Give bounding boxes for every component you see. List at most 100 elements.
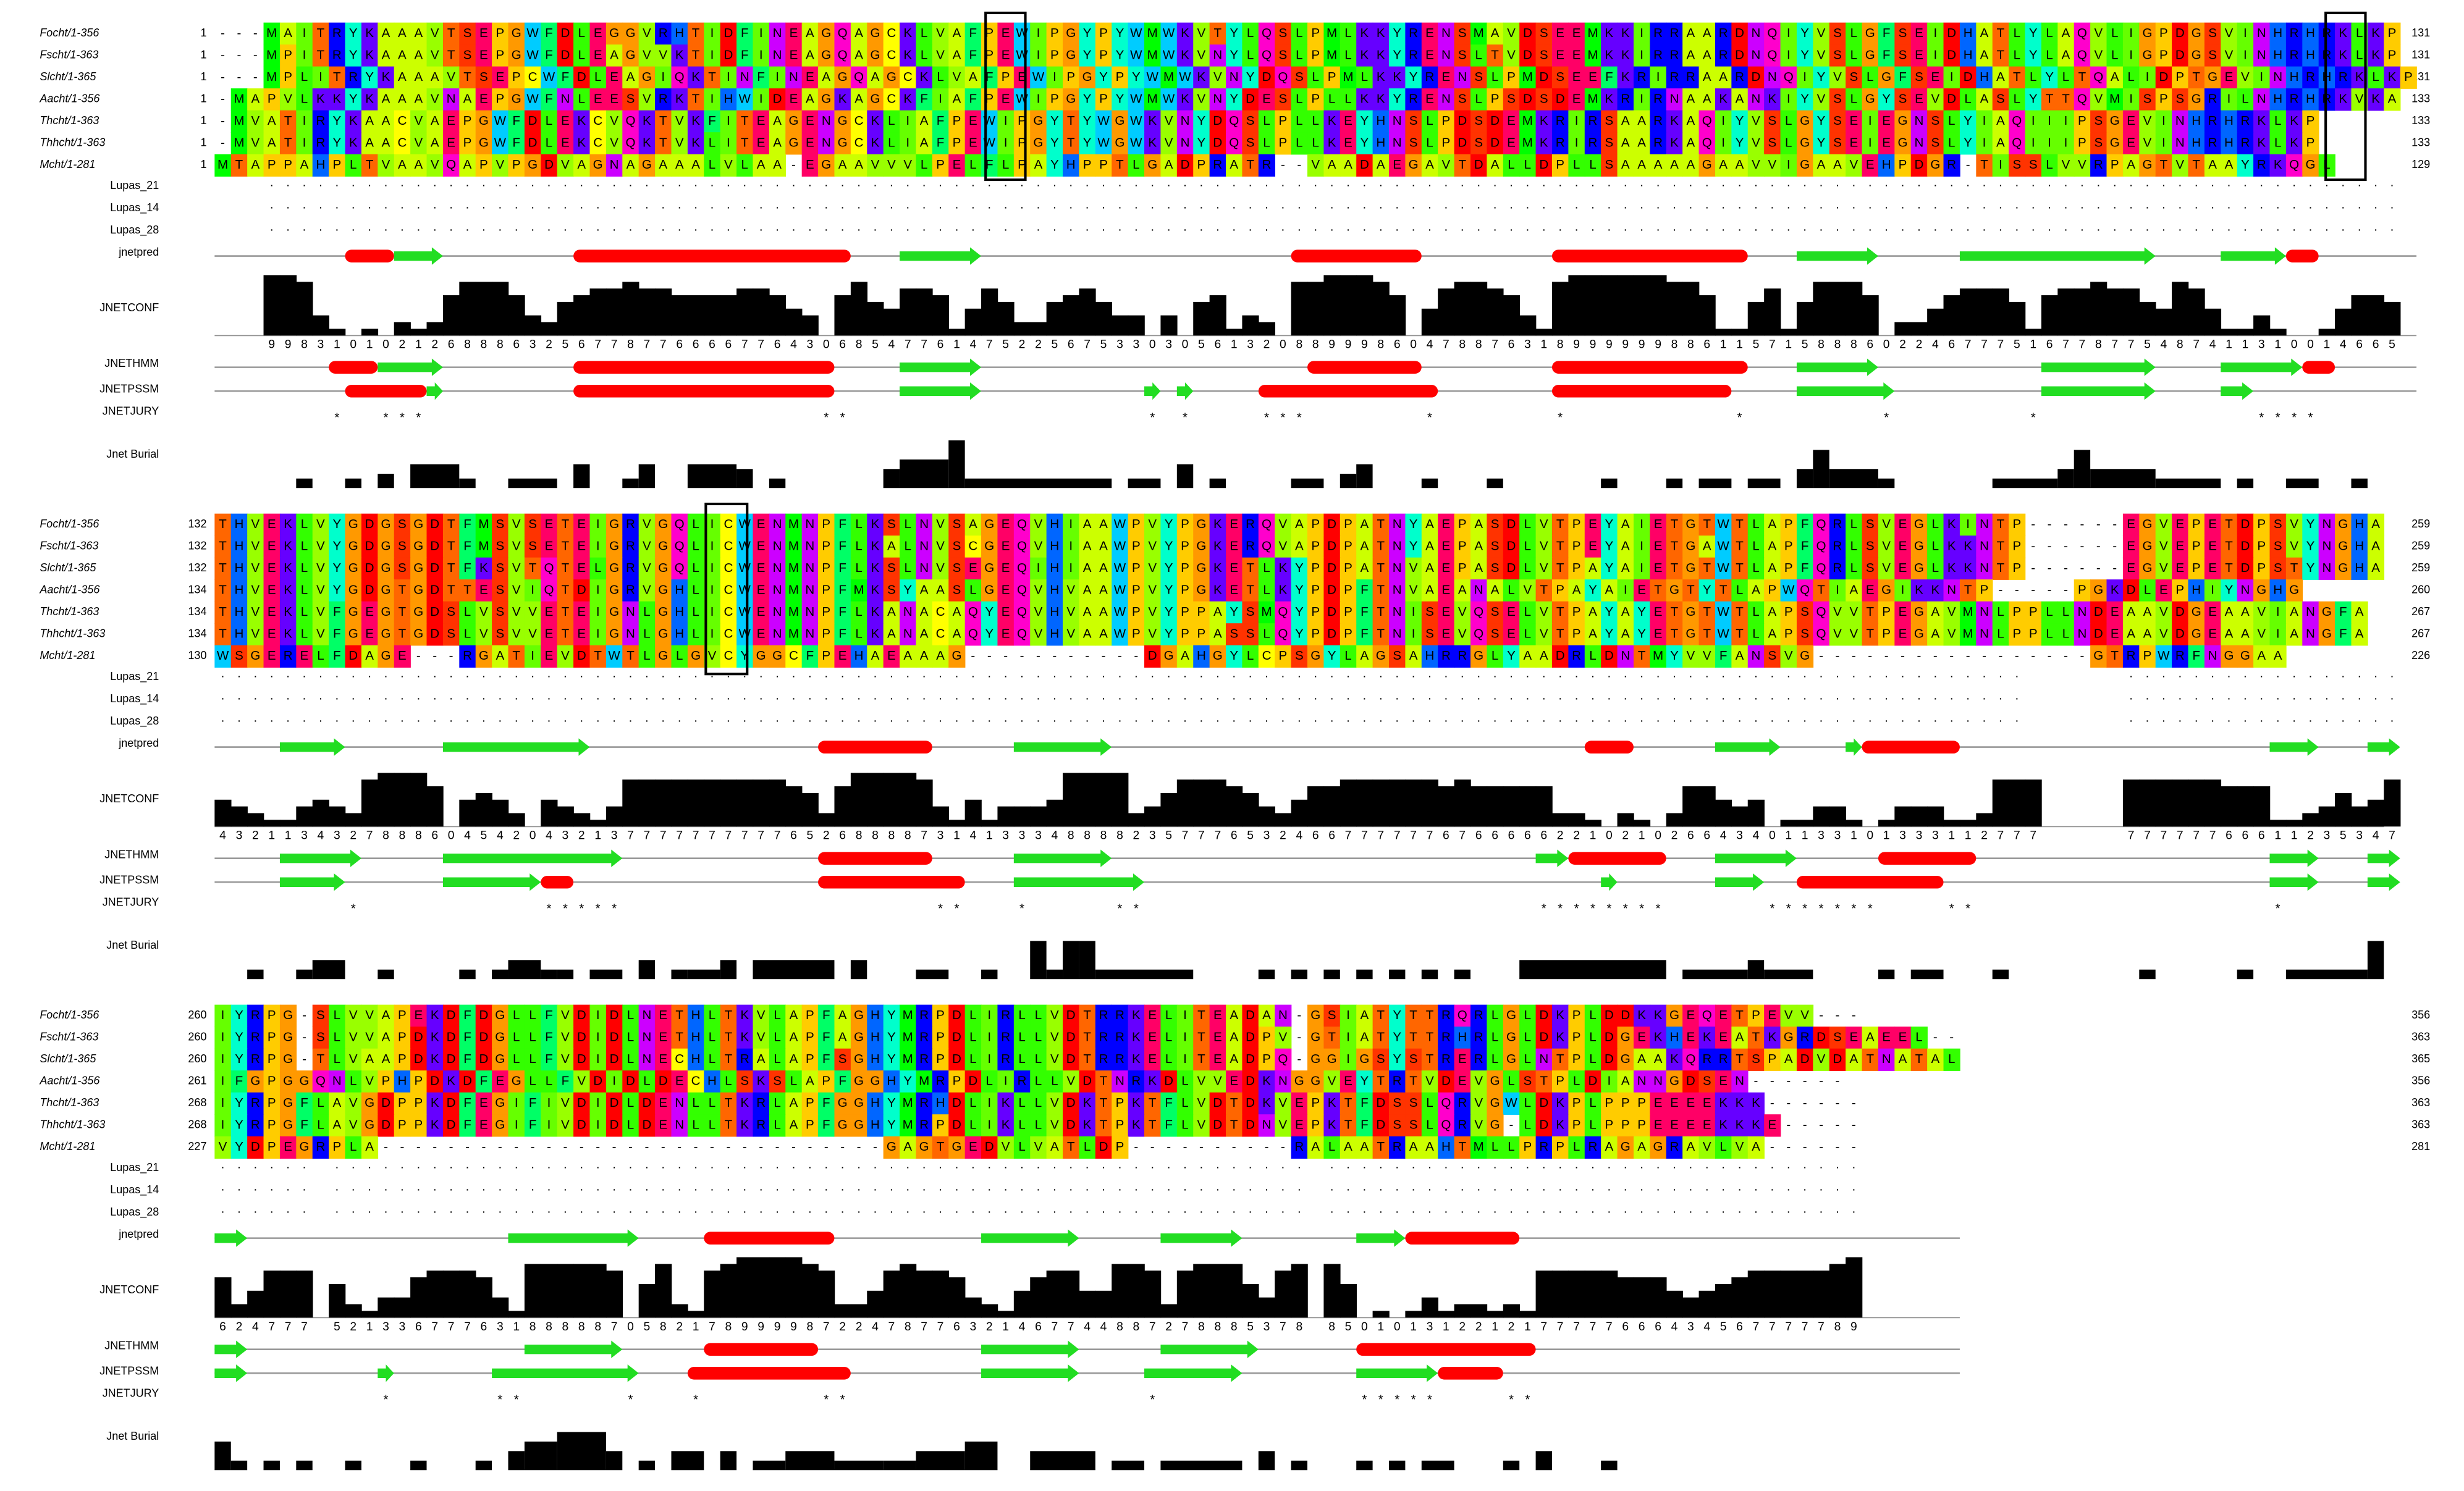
residue-cell bbox=[916, 88, 933, 111]
burial-bar bbox=[948, 440, 965, 489]
residue-cell bbox=[2009, 66, 2026, 89]
residue-cell bbox=[1176, 88, 1194, 111]
residue-cell bbox=[2155, 88, 2172, 111]
residue-cell bbox=[263, 22, 281, 45]
conf-digit: 7 bbox=[1753, 1321, 1760, 1334]
helix bbox=[573, 250, 851, 262]
residue-cell bbox=[1584, 132, 1601, 155]
residue-cell bbox=[1372, 132, 1390, 155]
residue-cell bbox=[492, 110, 509, 133]
conf-bar bbox=[492, 1297, 509, 1318]
conf-digit: 1 bbox=[1850, 830, 1857, 842]
residue-cell bbox=[867, 88, 884, 111]
conf-bar bbox=[442, 295, 460, 336]
conf-bar bbox=[2172, 779, 2189, 827]
conf-bar bbox=[1633, 275, 1651, 336]
conf-digit: 9 bbox=[1328, 338, 1335, 351]
residue-cell bbox=[1356, 88, 1373, 111]
conf-digit: 7 bbox=[1540, 1321, 1547, 1334]
residue-cell bbox=[2041, 66, 2059, 89]
conf-bar bbox=[687, 295, 705, 336]
conf-bar bbox=[883, 773, 900, 827]
conf-digit: 3 bbox=[1687, 1321, 1694, 1334]
burial-bar bbox=[1421, 969, 1438, 980]
conf-digit: 8 bbox=[301, 338, 308, 351]
conf-bar bbox=[361, 329, 379, 336]
conf-bar bbox=[1747, 799, 1765, 827]
conf-digit: 6 bbox=[578, 338, 585, 351]
conf-bar bbox=[541, 1264, 558, 1318]
residue-cell bbox=[964, 88, 982, 111]
conf-digit: 3 bbox=[236, 830, 243, 842]
conf-bar bbox=[410, 329, 428, 336]
residue-cell bbox=[1013, 132, 1031, 155]
conf-digit: 4 bbox=[1671, 1321, 1678, 1334]
conf-digit: 0 bbox=[1410, 338, 1417, 351]
conf-bar bbox=[622, 282, 639, 336]
conf-bar bbox=[2384, 779, 2401, 827]
conf-digit: 4 bbox=[1296, 830, 1302, 842]
residue-cell bbox=[1943, 132, 1960, 155]
residue-cell bbox=[2221, 66, 2238, 89]
residue-cell bbox=[2106, 66, 2124, 89]
conf-digit: 8 bbox=[594, 1321, 601, 1334]
conf-digit: 9 bbox=[285, 338, 292, 351]
conf-bar bbox=[948, 329, 966, 336]
residue-cell bbox=[1682, 110, 1700, 133]
conf-digit: 3 bbox=[1264, 830, 1270, 842]
conf-bar bbox=[655, 1264, 672, 1318]
conf-digit: 8 bbox=[1116, 1321, 1123, 1334]
residue-cell bbox=[378, 110, 395, 133]
residue-cell bbox=[1976, 22, 1993, 45]
burial-bar bbox=[2139, 969, 2156, 980]
conf-bar bbox=[1666, 282, 1683, 336]
conf-bar bbox=[492, 799, 509, 827]
conf-bar bbox=[1340, 275, 1357, 336]
conf-digit: 7 bbox=[627, 830, 634, 842]
residue-cell bbox=[442, 66, 460, 89]
residue-cell bbox=[1063, 44, 1080, 67]
residue-cell bbox=[2237, 88, 2254, 111]
conf-digit: 6 bbox=[839, 830, 846, 842]
residue-cell bbox=[524, 110, 542, 133]
conf-bar bbox=[2090, 282, 2107, 336]
conf-digit: 7 bbox=[921, 830, 927, 842]
residue-cell bbox=[541, 88, 558, 111]
conf-digit: 8 bbox=[1068, 830, 1074, 842]
residue-cell bbox=[279, 66, 297, 89]
sequence-end: 133 bbox=[2411, 136, 2430, 149]
residue-cell bbox=[1715, 132, 1732, 155]
conf-digit: 9 bbox=[790, 1321, 797, 1334]
residue-cell bbox=[1878, 110, 1896, 133]
residue-cell bbox=[1128, 66, 1145, 89]
residue-cell bbox=[1176, 110, 1194, 133]
residue-cell bbox=[1405, 110, 1422, 133]
annotation-label: Lupas_28 bbox=[110, 715, 159, 728]
conf-digit: 6 bbox=[1443, 830, 1449, 842]
residue-cell bbox=[1112, 110, 1129, 133]
conf-bar bbox=[1601, 275, 1618, 336]
residue-cell bbox=[867, 44, 884, 67]
residue-cell bbox=[1698, 22, 1716, 45]
residue-cell bbox=[492, 88, 509, 111]
conf-digit: 7 bbox=[774, 830, 781, 842]
conf-digit: 8 bbox=[1818, 338, 1825, 351]
conf-bar bbox=[1715, 799, 1732, 827]
residue-cell bbox=[1894, 22, 1912, 45]
residue-cell bbox=[1764, 66, 1781, 89]
conf-bar bbox=[964, 799, 982, 827]
residue-cell bbox=[981, 22, 998, 45]
conf-bar bbox=[1372, 282, 1390, 336]
residue-cell bbox=[1731, 22, 1749, 45]
residue-cell bbox=[475, 66, 492, 89]
residue-cell bbox=[1584, 88, 1601, 111]
residue-cell bbox=[1013, 22, 1031, 45]
conf-bar bbox=[2335, 792, 2352, 827]
conf-digit: 7 bbox=[285, 1321, 292, 1334]
conf-digit: 1 bbox=[693, 1321, 699, 1334]
residue-cell bbox=[1307, 110, 1325, 133]
residue-cell bbox=[1242, 22, 1259, 45]
sequence-start: 1 bbox=[200, 93, 206, 105]
sequence-end: 363 bbox=[2411, 1119, 2430, 1131]
residue-cell bbox=[916, 110, 933, 133]
